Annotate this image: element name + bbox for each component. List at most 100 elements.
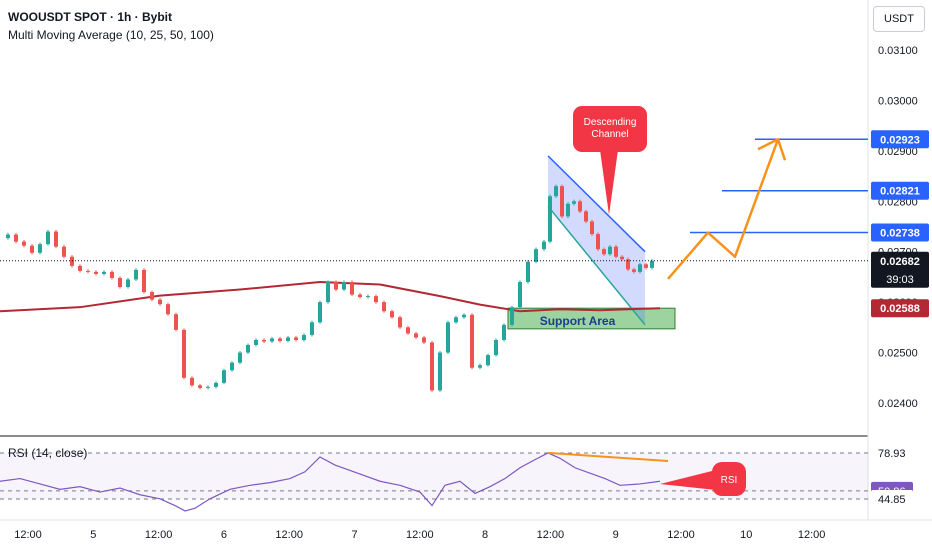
rsi-line — [0, 452, 661, 512]
time-tick-label: 8 — [482, 529, 488, 541]
candle-body — [358, 294, 362, 298]
candle-body — [118, 277, 122, 288]
candle-body — [554, 186, 558, 197]
candle-body — [214, 382, 218, 387]
candle — [326, 280, 330, 304]
candle — [38, 242, 42, 255]
candle — [166, 302, 170, 316]
chart-title: WOOUSDT SPOT · 1h · Bybit — [8, 10, 172, 24]
candle — [454, 315, 458, 324]
candle — [14, 232, 18, 244]
candle — [302, 333, 306, 342]
rsi-divergence-line — [547, 451, 669, 463]
candle-body — [150, 292, 154, 300]
candle-body — [430, 342, 434, 391]
candle — [638, 262, 642, 274]
candle — [534, 247, 538, 264]
candle — [462, 313, 466, 319]
candle — [262, 338, 266, 344]
candle — [94, 270, 98, 276]
candle — [30, 244, 34, 255]
candle-body — [342, 281, 346, 290]
candle-body — [182, 329, 186, 378]
candle-body — [382, 302, 386, 312]
candle — [608, 245, 612, 256]
candle — [374, 294, 378, 304]
candle-body — [454, 317, 458, 323]
candle-body — [294, 337, 298, 340]
candle-body — [286, 337, 290, 341]
target-2-badge-box — [871, 181, 929, 200]
time-tick-label: 12:00 — [14, 529, 42, 541]
candle-body — [414, 333, 418, 338]
candle — [142, 268, 146, 294]
current-price-box — [871, 251, 929, 288]
target-2-badge: 0.02821 — [880, 186, 920, 198]
candle-body — [470, 314, 474, 368]
rsi-badge-box — [871, 444, 913, 462]
candle — [54, 229, 58, 249]
candle-body — [644, 264, 648, 268]
candle — [358, 292, 362, 299]
candle-body — [502, 324, 506, 340]
candle — [560, 184, 564, 219]
candle — [494, 338, 498, 357]
rsi-badge: 78.93 — [878, 448, 906, 460]
currency-button[interactable]: USDT — [873, 6, 925, 32]
candle — [632, 267, 636, 274]
candle-body — [318, 302, 322, 323]
candle — [222, 368, 226, 385]
candle-body — [326, 281, 330, 303]
channel-upper-line — [547, 155, 646, 253]
candle — [644, 262, 648, 270]
rsi-callout-box — [712, 462, 746, 496]
candle-body — [510, 307, 514, 325]
candle-body — [626, 259, 630, 270]
candle-body — [198, 385, 202, 388]
candle — [366, 294, 370, 299]
price-tick-label: 0.02900 — [878, 146, 918, 158]
candle — [62, 245, 66, 259]
candle-body — [438, 352, 442, 391]
indicator-label: Multi Moving Average (10, 25, 50, 100) — [8, 28, 214, 42]
time-tick-label: 12:00 — [537, 529, 565, 541]
time-tick-label: 12:00 — [667, 529, 695, 541]
rsi-callout-label: RSI — [721, 475, 738, 486]
candle — [382, 300, 386, 313]
candle — [270, 336, 274, 344]
support-area — [507, 307, 676, 330]
candle-body — [270, 338, 274, 342]
candle — [254, 338, 258, 347]
ma-badge: 0.02588 — [880, 303, 920, 315]
candle-body — [650, 260, 654, 268]
candle-body — [54, 231, 58, 247]
candle-body — [310, 322, 314, 335]
candle-body — [334, 281, 338, 290]
time-tick-label: 6 — [221, 529, 227, 541]
price-tick-label: 0.03100 — [878, 45, 918, 57]
target-3-badge: 0.02923 — [880, 134, 920, 146]
candle — [486, 353, 490, 367]
candle — [590, 219, 594, 236]
channel-lower-line — [547, 205, 646, 326]
candle-body — [22, 241, 26, 246]
channel-callout-box — [573, 106, 647, 152]
candle-body — [478, 365, 482, 368]
time-tick-label: 7 — [351, 529, 357, 541]
channel-callout-pointer — [600, 150, 618, 215]
candle — [566, 202, 570, 219]
candle — [134, 268, 138, 282]
candle-body — [350, 281, 354, 295]
candle — [478, 363, 482, 370]
candle-body — [534, 249, 538, 262]
candle-body — [486, 355, 490, 366]
candle-body — [6, 234, 10, 239]
candle-body — [608, 246, 612, 255]
target-1-badge: 0.02738 — [880, 228, 920, 240]
candle-body — [246, 345, 250, 353]
rsi-badge: 44.85 — [878, 494, 906, 506]
candle-body — [262, 339, 266, 342]
countdown-badge: 39:03 — [886, 274, 914, 286]
candle-body — [230, 362, 234, 371]
